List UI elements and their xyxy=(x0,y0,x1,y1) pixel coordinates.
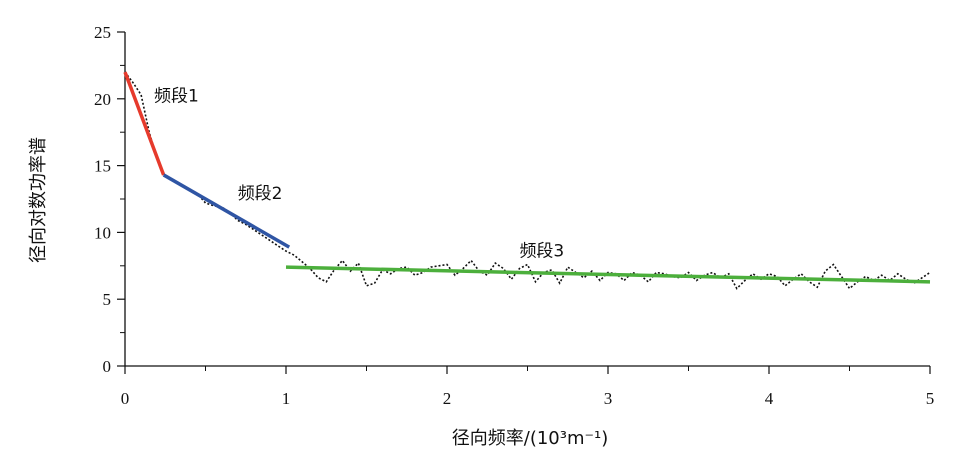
fit-lines xyxy=(123,71,931,284)
y-tick-label: 20 xyxy=(94,90,111,109)
fit-line-band-3 xyxy=(285,265,931,284)
x-tick-label: 3 xyxy=(604,389,613,408)
y-tick-label: 5 xyxy=(103,290,112,309)
y-tick-label: 15 xyxy=(94,157,111,176)
axes: 0 5 10 15 20 25 0 1 2 3 4 5 xyxy=(94,23,934,408)
annotations: 频段1 频段2 频段3 xyxy=(154,86,564,261)
x-tick-label: 2 xyxy=(443,389,452,408)
y-tick-label: 0 xyxy=(103,357,112,376)
x-tick-label: 1 xyxy=(282,389,291,408)
y-tick-label: 25 xyxy=(94,23,111,42)
annotation-band-3: 频段3 xyxy=(519,241,564,261)
x-tick-label: 4 xyxy=(765,389,774,408)
annotation-band-1: 频段1 xyxy=(154,86,199,106)
fit-line-band-2 xyxy=(162,173,291,249)
y-tick-label: 10 xyxy=(94,223,111,242)
x-axis-title: 径向频率/(10³m⁻¹) xyxy=(452,428,608,449)
fit-line-band-1 xyxy=(123,71,166,176)
x-tick-label: 5 xyxy=(926,389,935,408)
x-tick-label: 0 xyxy=(121,389,130,408)
y-axis-title: 径向对数功率谱 xyxy=(28,137,49,263)
annotation-band-2: 频段2 xyxy=(238,184,283,204)
